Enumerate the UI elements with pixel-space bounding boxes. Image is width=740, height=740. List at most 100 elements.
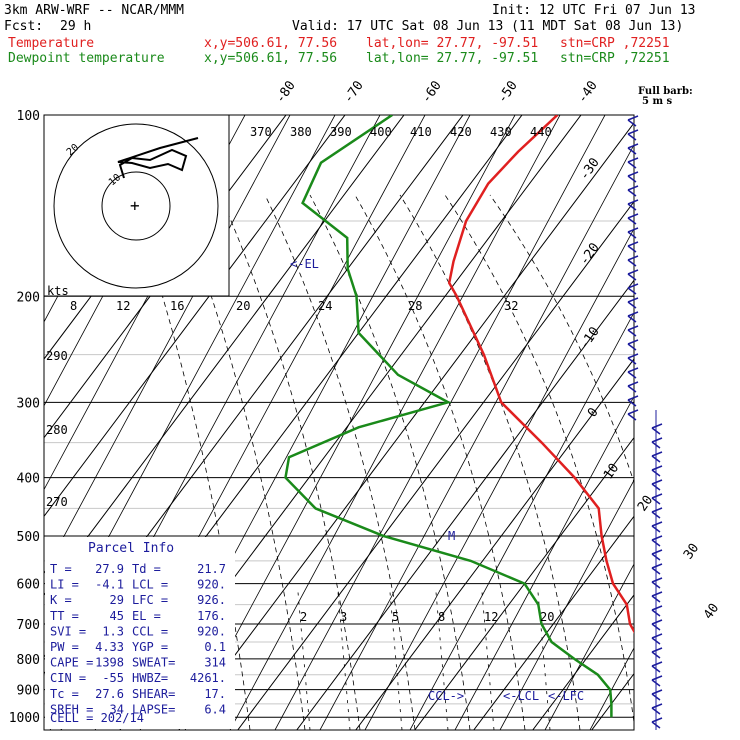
pressure-tick-label: 900 — [17, 684, 40, 699]
hodograph-speed-label: 28 — [408, 299, 422, 313]
temperature-tick-label: -70 — [341, 78, 367, 106]
wind-barb — [651, 717, 663, 723]
moist-adiabat-line — [309, 194, 471, 730]
parcel-value: 17. — [204, 687, 226, 701]
hodograph-box — [43, 114, 230, 297]
parcel-key: LCL = — [132, 578, 168, 592]
moist-adiabat-line — [174, 194, 306, 730]
wind-barb — [627, 381, 639, 387]
wind-barb — [627, 143, 639, 149]
wind-barb — [651, 451, 663, 457]
wind-barb — [627, 399, 637, 407]
parcel-key: Td = — [132, 562, 161, 576]
lcl-marker-label: <-LCL — [503, 689, 539, 703]
wind-barb — [627, 259, 637, 267]
theta-label: 380 — [290, 125, 312, 139]
wind-barb — [651, 605, 663, 611]
wind-barb — [651, 535, 663, 541]
wind-barb — [651, 427, 661, 435]
pressure-tick-label: 500 — [17, 530, 40, 545]
parcel-cell: CELL = 202/14 — [50, 711, 144, 725]
parcel-value: 176. — [197, 609, 226, 623]
wind-barb — [627, 245, 637, 253]
dewpoint-legend: Dewpoint temperature — [8, 51, 165, 66]
dry-adiabat-line — [409, 311, 634, 730]
isotherm-line — [237, 200, 634, 730]
isotherm-line — [473, 515, 634, 730]
wind-barb — [651, 633, 663, 639]
wind-barb — [651, 511, 661, 519]
temperature-tick-label: -80 — [273, 78, 299, 106]
theta-label: 390 — [330, 125, 352, 139]
theta-label: 440 — [530, 125, 552, 139]
mixing-ratio-label: 3 — [340, 610, 347, 624]
parcel-key: CIN = — [50, 671, 86, 685]
wind-barb — [627, 353, 639, 359]
dewpoint-line — [284, 115, 613, 718]
wind-barb — [627, 301, 637, 309]
theta-label: 400 — [370, 125, 392, 139]
dry-adiabat-line — [0, 115, 20, 730]
wind-barb — [627, 175, 637, 183]
parcel-value: 920. — [197, 578, 226, 592]
wind-barb — [627, 161, 637, 169]
wind-barb — [651, 441, 661, 449]
theta-label: 430 — [490, 125, 512, 139]
wind-barb — [627, 357, 637, 365]
hodograph-speed-label: 8 — [70, 299, 77, 313]
m-marker-label: M — [448, 529, 455, 543]
parcel-value: 0.1 — [204, 640, 226, 654]
wind-barb — [651, 493, 663, 499]
parcel-key: TT = — [50, 609, 79, 623]
el-marker-label: <-EL — [290, 257, 319, 271]
wind-barb — [651, 661, 663, 667]
wind-barb — [651, 525, 661, 533]
wind-barb — [651, 637, 661, 645]
parcel-value: 926. — [197, 593, 226, 607]
wind-barb — [627, 385, 637, 393]
wind-barb — [627, 395, 639, 401]
wind-barb — [651, 563, 663, 569]
isotherm-line — [296, 279, 634, 730]
temperature-tick-label: -40 — [575, 78, 601, 106]
isotherm-line — [532, 594, 634, 730]
wind-barb — [651, 423, 663, 429]
wind-barb — [651, 521, 663, 527]
wind-barb — [627, 157, 639, 163]
wind-barb — [627, 213, 639, 219]
isotherm-line — [355, 358, 634, 730]
wind-barb — [651, 693, 661, 701]
parcel-box — [45, 537, 235, 729]
dry-adiabat-line — [635, 115, 740, 730]
wind-barb — [627, 283, 639, 289]
pressure-tick-label: 1000 — [9, 711, 40, 726]
parcel-key: SWEAT= — [132, 656, 175, 670]
theta-label: 420 — [450, 125, 472, 139]
wind-barb — [627, 217, 637, 225]
pressure-tick-label: 600 — [17, 578, 40, 593]
parcel-value: -55 — [102, 671, 124, 685]
wind-barb — [651, 553, 661, 561]
parcel-value: 45 — [110, 609, 124, 623]
wind-barb — [627, 115, 639, 121]
parcel-key: LFC = — [132, 593, 168, 607]
wind-barb — [627, 231, 637, 239]
mixing-ratio-label: 8 — [438, 610, 445, 624]
parcel-value: 1.3 — [102, 624, 124, 638]
moist-adiabat-line — [354, 194, 526, 730]
plot-frame — [43, 114, 635, 731]
temperature-latlon: lat,lon= 27.77, -97.51 — [366, 36, 539, 51]
wind-barb — [651, 567, 661, 575]
parcel-key: LAPSE= — [132, 702, 175, 716]
wind-barb — [651, 437, 663, 443]
wind-barb — [651, 679, 661, 687]
pressure-tick-label: 200 — [17, 290, 40, 305]
temperature-line — [447, 115, 634, 634]
temperature-legend: Temperature — [8, 36, 95, 51]
lfc-marker-label: <-LFC — [548, 689, 584, 703]
parcel-key: HWBZ= — [132, 671, 168, 685]
moist-adiabat-line — [399, 194, 581, 730]
wind-barb — [651, 539, 661, 547]
mixing-ratio-label: 2 — [300, 610, 307, 624]
wind-barb — [651, 689, 663, 695]
